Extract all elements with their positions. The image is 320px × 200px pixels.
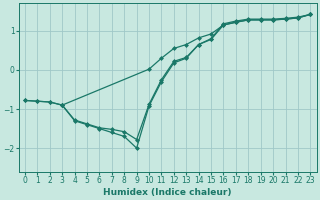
X-axis label: Humidex (Indice chaleur): Humidex (Indice chaleur) bbox=[103, 188, 232, 197]
